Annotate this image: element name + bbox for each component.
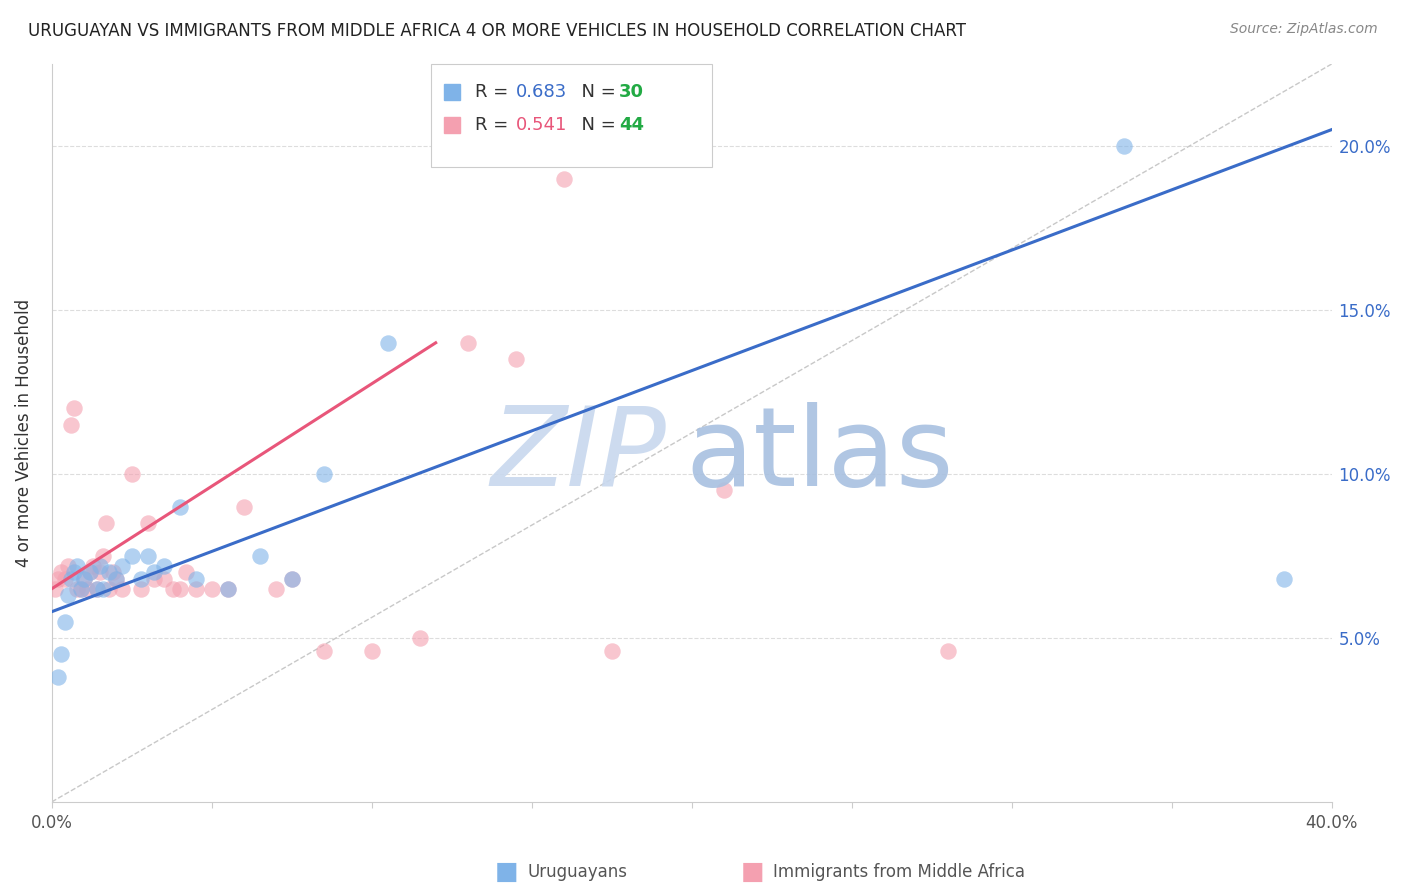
- Text: N =: N =: [569, 116, 621, 135]
- Text: ZIP: ZIP: [491, 401, 666, 508]
- Text: atlas: atlas: [685, 401, 953, 508]
- Point: [409, 631, 432, 645]
- Point: [111, 558, 134, 573]
- Point: [89, 566, 111, 580]
- Point: [104, 572, 127, 586]
- Point: [169, 500, 191, 514]
- Point: [136, 516, 159, 531]
- Point: [600, 644, 623, 658]
- Text: Uruguayans: Uruguayans: [527, 863, 627, 881]
- Point: [217, 582, 239, 596]
- Text: N =: N =: [569, 83, 621, 101]
- Point: [51, 566, 73, 580]
- Point: [162, 582, 184, 596]
- Text: Immigrants from Middle Africa: Immigrants from Middle Africa: [773, 863, 1025, 881]
- Point: [143, 572, 166, 586]
- Point: [936, 644, 959, 658]
- Point: [46, 572, 69, 586]
- Text: 0.683: 0.683: [516, 83, 568, 101]
- Point: [66, 558, 89, 573]
- Text: R =: R =: [475, 83, 515, 101]
- Point: [184, 572, 207, 586]
- Point: [46, 670, 69, 684]
- Text: ■: ■: [495, 861, 517, 884]
- Point: [63, 401, 86, 416]
- Point: [44, 582, 66, 596]
- Point: [264, 582, 287, 596]
- Point: [59, 572, 82, 586]
- Point: [53, 615, 76, 629]
- Point: [249, 549, 271, 563]
- Point: [86, 582, 108, 596]
- Point: [121, 549, 143, 563]
- Point: [73, 572, 96, 586]
- Y-axis label: 4 or more Vehicles in Household: 4 or more Vehicles in Household: [15, 299, 32, 567]
- Point: [79, 566, 101, 580]
- Point: [232, 500, 254, 514]
- Point: [69, 582, 91, 596]
- Point: [63, 566, 86, 580]
- Point: [152, 558, 174, 573]
- Point: [53, 572, 76, 586]
- Text: ■: ■: [741, 861, 763, 884]
- Point: [505, 352, 527, 367]
- Point: [201, 582, 224, 596]
- Point: [217, 582, 239, 596]
- Point: [136, 549, 159, 563]
- Point: [73, 572, 96, 586]
- Point: [66, 582, 89, 596]
- Point: [377, 335, 399, 350]
- Point: [169, 582, 191, 596]
- Point: [152, 572, 174, 586]
- Point: [56, 588, 79, 602]
- Point: [121, 467, 143, 481]
- Point: [457, 335, 479, 350]
- Point: [280, 572, 302, 586]
- Point: [111, 582, 134, 596]
- Point: [56, 558, 79, 573]
- Text: Source: ZipAtlas.com: Source: ZipAtlas.com: [1230, 22, 1378, 37]
- Point: [143, 566, 166, 580]
- Point: [104, 572, 127, 586]
- Point: [94, 516, 117, 531]
- Point: [1112, 139, 1135, 153]
- Point: [174, 566, 197, 580]
- Point: [76, 582, 98, 596]
- Point: [101, 566, 124, 580]
- Point: [51, 648, 73, 662]
- Point: [79, 566, 101, 580]
- Point: [360, 644, 382, 658]
- Point: [59, 417, 82, 432]
- Text: 30: 30: [619, 83, 644, 101]
- Point: [131, 572, 153, 586]
- Point: [91, 582, 114, 596]
- Point: [98, 566, 121, 580]
- Point: [553, 171, 575, 186]
- Text: R =: R =: [475, 116, 515, 135]
- Point: [91, 549, 114, 563]
- Text: 0.541: 0.541: [516, 116, 568, 135]
- Point: [713, 483, 735, 498]
- Point: [89, 558, 111, 573]
- Point: [82, 558, 104, 573]
- Point: [312, 644, 335, 658]
- Bar: [430, 64, 711, 168]
- Point: [86, 582, 108, 596]
- Point: [98, 582, 121, 596]
- Text: URUGUAYAN VS IMMIGRANTS FROM MIDDLE AFRICA 4 OR MORE VEHICLES IN HOUSEHOLD CORRE: URUGUAYAN VS IMMIGRANTS FROM MIDDLE AFRI…: [28, 22, 966, 40]
- Point: [131, 582, 153, 596]
- Point: [184, 582, 207, 596]
- Point: [280, 572, 302, 586]
- Text: 44: 44: [619, 116, 644, 135]
- Point: [1272, 572, 1295, 586]
- Point: [312, 467, 335, 481]
- Point: [69, 582, 91, 596]
